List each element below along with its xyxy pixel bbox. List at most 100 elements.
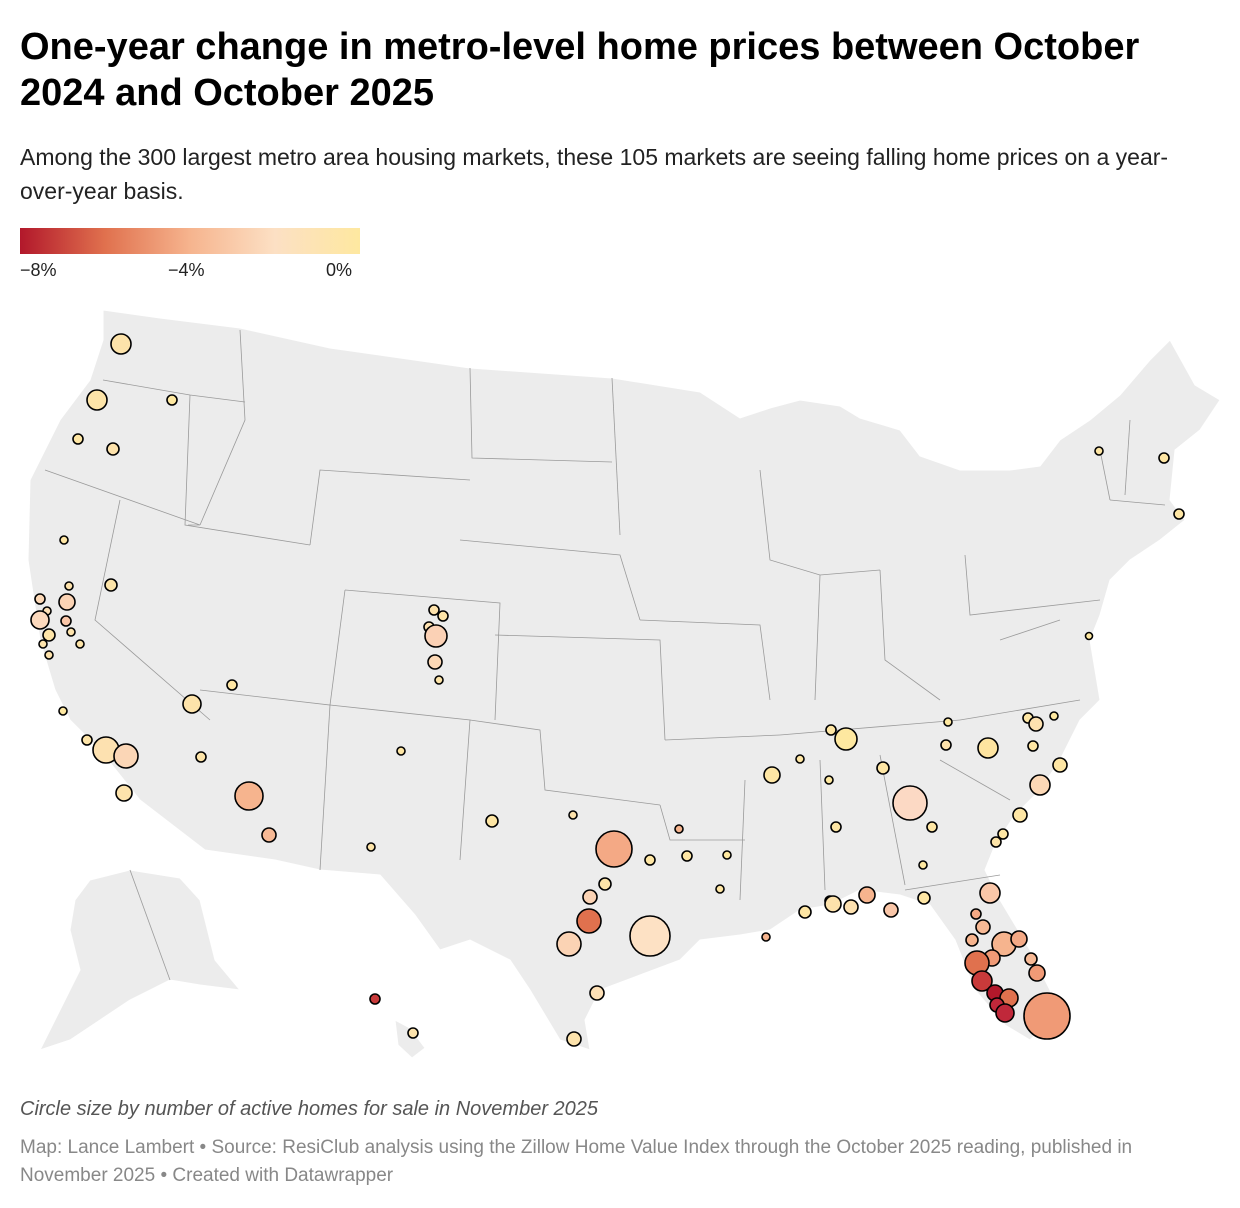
source-footer: Map: Lance Lambert • Source: ResiClub an… bbox=[20, 1137, 1133, 1186]
metro-circle[interactable] bbox=[858, 886, 876, 904]
chart-title: One-year change in metro-level home pric… bbox=[20, 26, 1140, 114]
legend-label-min: −8% bbox=[20, 260, 57, 280]
metro-circle[interactable] bbox=[86, 389, 108, 411]
metro-circle[interactable] bbox=[566, 1031, 582, 1047]
metro-circle[interactable] bbox=[598, 877, 612, 891]
metro-circle[interactable] bbox=[64, 581, 74, 591]
metro-circle[interactable] bbox=[1173, 508, 1185, 520]
metro-circle[interactable] bbox=[940, 739, 952, 751]
metro-circle[interactable] bbox=[1094, 446, 1104, 456]
metro-circle[interactable] bbox=[834, 727, 858, 751]
color-legend: −8% −4% 0% bbox=[20, 228, 360, 288]
metro-circle[interactable] bbox=[434, 675, 444, 685]
metro-circle[interactable] bbox=[629, 915, 671, 957]
metro-circle[interactable] bbox=[1029, 774, 1051, 796]
metro-circle[interactable] bbox=[965, 933, 979, 947]
metro-circle[interactable] bbox=[918, 860, 928, 870]
metro-circle[interactable] bbox=[825, 724, 837, 736]
metro-circle[interactable] bbox=[369, 993, 381, 1005]
metro-circle[interactable] bbox=[589, 985, 605, 1001]
metro-circle[interactable] bbox=[997, 828, 1009, 840]
metro-circle[interactable] bbox=[30, 610, 50, 630]
metro-circle[interactable] bbox=[427, 654, 443, 670]
metro-circle[interactable] bbox=[970, 908, 982, 920]
metro-circle[interactable] bbox=[798, 905, 812, 919]
metro-circle[interactable] bbox=[261, 827, 277, 843]
metro-circle[interactable] bbox=[761, 932, 771, 942]
metro-circle[interactable] bbox=[644, 854, 656, 866]
metro-circle[interactable] bbox=[182, 694, 202, 714]
metro-circle[interactable] bbox=[824, 775, 834, 785]
metro-circle[interactable] bbox=[576, 908, 602, 934]
metro-circle[interactable] bbox=[72, 433, 84, 445]
metro-circle[interactable] bbox=[876, 761, 890, 775]
chart-subtitle: Among the 300 largest metro area housing… bbox=[20, 144, 1169, 204]
metro-circle[interactable] bbox=[66, 627, 76, 637]
metro-circle[interactable] bbox=[681, 850, 693, 862]
metro-circle[interactable] bbox=[75, 639, 85, 649]
metro-circle[interactable] bbox=[926, 821, 938, 833]
metro-circle[interactable] bbox=[1084, 631, 1094, 641]
metro-circle[interactable] bbox=[104, 578, 118, 592]
metro-circle[interactable] bbox=[975, 919, 991, 935]
metro-circle[interactable] bbox=[58, 593, 76, 611]
metro-circle[interactable] bbox=[830, 821, 842, 833]
metro-circle[interactable] bbox=[722, 850, 732, 860]
metro-circle[interactable] bbox=[595, 830, 633, 868]
metro-circle[interactable] bbox=[1024, 952, 1038, 966]
metro-circle[interactable] bbox=[115, 784, 133, 802]
metro-circle[interactable] bbox=[990, 836, 1002, 848]
metro-circle[interactable] bbox=[1012, 807, 1028, 823]
metro-circle[interactable] bbox=[396, 746, 406, 756]
metro-circle[interactable] bbox=[424, 624, 448, 648]
metro-circle[interactable] bbox=[113, 743, 139, 769]
hawaii-land bbox=[394, 1019, 426, 1059]
metro-circle[interactable] bbox=[979, 882, 1001, 904]
metro-circle[interactable] bbox=[556, 931, 582, 957]
metro-circle[interactable] bbox=[1023, 992, 1071, 1040]
metro-circle[interactable] bbox=[1010, 930, 1028, 948]
metro-circle[interactable] bbox=[917, 891, 931, 905]
metro-circle[interactable] bbox=[674, 824, 684, 834]
metro-circle[interactable] bbox=[995, 1003, 1015, 1023]
metro-circle[interactable] bbox=[226, 679, 238, 691]
metro-circle[interactable] bbox=[437, 610, 449, 622]
metro-circle[interactable] bbox=[971, 970, 993, 992]
metro-circle[interactable] bbox=[824, 895, 842, 913]
metro-circle[interactable] bbox=[407, 1027, 419, 1039]
legend-label-max: 0% bbox=[326, 260, 353, 280]
metro-circle[interactable] bbox=[58, 706, 68, 716]
metro-circle[interactable] bbox=[582, 889, 598, 905]
metro-circle[interactable] bbox=[843, 899, 859, 915]
metro-circle[interactable] bbox=[883, 902, 899, 918]
metro-circle[interactable] bbox=[195, 751, 207, 763]
metro-circle[interactable] bbox=[1052, 757, 1068, 773]
metro-circle[interactable] bbox=[106, 442, 120, 456]
metro-circle[interactable] bbox=[1158, 452, 1170, 464]
metro-circle[interactable] bbox=[34, 593, 46, 605]
metro-circle[interactable] bbox=[485, 814, 499, 828]
metro-circle[interactable] bbox=[81, 734, 93, 746]
metro-circle[interactable] bbox=[1027, 740, 1039, 752]
metro-circle[interactable] bbox=[60, 615, 72, 627]
metro-circle[interactable] bbox=[1028, 716, 1044, 732]
metro-circle[interactable] bbox=[42, 628, 56, 642]
metro-circle[interactable] bbox=[1049, 711, 1059, 721]
metro-circle[interactable] bbox=[892, 785, 928, 821]
metro-circle[interactable] bbox=[44, 650, 54, 660]
metro-circle[interactable] bbox=[234, 781, 264, 811]
metro-circle[interactable] bbox=[166, 394, 178, 406]
metro-circle[interactable] bbox=[59, 535, 69, 545]
metro-circle[interactable] bbox=[428, 604, 440, 616]
metro-circle[interactable] bbox=[977, 737, 999, 759]
metro-circle[interactable] bbox=[1028, 964, 1046, 982]
metro-circle[interactable] bbox=[943, 717, 953, 727]
metro-circle[interactable] bbox=[38, 639, 48, 649]
metro-circle[interactable] bbox=[366, 842, 376, 852]
metro-circle[interactable] bbox=[795, 754, 805, 764]
metro-circle[interactable] bbox=[763, 766, 781, 784]
metro-circle[interactable] bbox=[110, 333, 132, 355]
metro-circle[interactable] bbox=[715, 884, 725, 894]
size-note: Circle size by number of active homes fo… bbox=[20, 1098, 599, 1120]
metro-circle[interactable] bbox=[568, 810, 578, 820]
